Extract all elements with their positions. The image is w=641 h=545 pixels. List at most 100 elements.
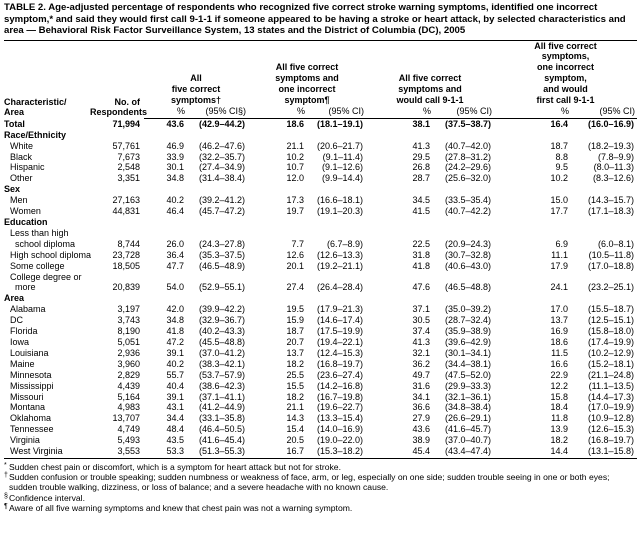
confidence-interval: (32.1–36.1) xyxy=(444,391,492,402)
confidence-interval: (46.5–48.9) xyxy=(198,260,245,271)
confidence-interval: (16.0–16.9) xyxy=(587,118,635,129)
percent: 13.9 xyxy=(550,424,569,435)
confidence-interval: (47.5–52.0) xyxy=(444,369,492,380)
confidence-interval: (11.1–13.5) xyxy=(588,380,635,391)
percent: 17.7 xyxy=(550,206,569,217)
percent: 8.8 xyxy=(555,151,569,162)
row-label: Oklahoma xyxy=(10,413,52,424)
percent: 20.5 xyxy=(286,435,304,446)
section-label: Race/Ethnicity xyxy=(4,129,67,140)
confidence-interval: (28.7–32.4) xyxy=(444,315,492,326)
confidence-interval: (30.7–32.8) xyxy=(444,249,492,260)
percent: 21.1 xyxy=(286,140,304,151)
percent: 28.7 xyxy=(412,173,431,184)
row-label: Iowa xyxy=(10,336,30,347)
confidence-interval: (35.9–38.9) xyxy=(444,326,492,337)
confidence-interval: (35.0–39.2) xyxy=(444,304,492,315)
row-label: DC xyxy=(10,315,23,326)
respondents: 3,960 xyxy=(117,358,140,369)
percent: 11.8 xyxy=(551,413,569,424)
row-label: more xyxy=(15,282,36,293)
confidence-interval: (34.8–38.4) xyxy=(444,402,492,413)
confidence-interval: (14.4–17.3) xyxy=(587,391,635,402)
footnote: ¶ Aware of all five warning symptoms and … xyxy=(4,503,637,513)
confidence-interval: (8.3–12.6) xyxy=(592,173,635,184)
data-row: Hispanic 2,548 30.1 (27.4–34.9) 10.7 (9.1–12.… xyxy=(4,162,637,173)
percent: 40.4 xyxy=(166,380,184,391)
percent: 48.4 xyxy=(166,424,184,435)
row-label: Less than high xyxy=(10,227,69,238)
footnote-text: Aware of all five warning symptoms and k… xyxy=(9,502,353,513)
percent: 22.5 xyxy=(412,238,431,249)
confidence-interval: (18.1–19.1) xyxy=(316,118,364,129)
header-line: All xyxy=(190,73,202,84)
data-table: Characteristic/Area No. of Respondents All f… xyxy=(4,40,638,459)
section-row: Education xyxy=(4,217,637,228)
confidence-interval: (18.2–19.3) xyxy=(587,140,635,151)
confidence-interval: (17.1–18.3) xyxy=(587,206,635,217)
row-label: Mississippi xyxy=(10,380,54,391)
percent: 12.6 xyxy=(286,249,304,260)
percent: 7.7 xyxy=(291,238,304,249)
footnote: † Sudden confusion or trouble speaking; s… xyxy=(4,472,637,492)
percent: 18.7 xyxy=(550,140,569,151)
percent: 24.1 xyxy=(550,282,569,293)
confidence-interval: (25.6–32.0) xyxy=(444,173,492,184)
header-cell: Characteristic/Area xyxy=(4,40,90,118)
respondents: 7,673 xyxy=(117,151,140,162)
percent: 17.9 xyxy=(550,260,569,271)
percent: 47.2 xyxy=(166,336,184,347)
confidence-interval: (26.6–29.1) xyxy=(444,413,492,424)
header-cell: % xyxy=(494,105,573,119)
header-cell: (95% CI) xyxy=(434,105,495,119)
percent: 40.2 xyxy=(166,195,184,206)
header-cell: All five correct symptoms and one incorrec… xyxy=(248,40,366,106)
header-line: Area xyxy=(4,107,25,118)
percent: 43.1 xyxy=(166,402,184,413)
confidence-interval: (41.6–45.7) xyxy=(444,424,492,435)
percent: 40.2 xyxy=(166,358,184,369)
confidence-interval: (27.4–34.9) xyxy=(198,162,245,173)
percent: 33.9 xyxy=(166,151,184,162)
percent: 15.9 xyxy=(286,315,304,326)
header-cell: % xyxy=(248,105,308,119)
percent: 32.1 xyxy=(412,347,431,358)
confidence-interval: (41.6–45.4) xyxy=(198,435,245,446)
percent: 15.8 xyxy=(550,391,569,402)
row-label: White xyxy=(10,140,34,151)
respondents: 3,743 xyxy=(117,315,140,326)
percent: 18.2 xyxy=(286,358,304,369)
data-row: Florida 8,190 41.8 (40.2–43.3) 18.7 (17.5–19.… xyxy=(4,326,637,337)
header-line: symptoms and xyxy=(398,84,462,95)
percent: 9.5 xyxy=(555,162,569,173)
percent: 19.7 xyxy=(286,206,304,217)
section-row: Area xyxy=(4,293,637,304)
data-row: Some college 18,505 47.7 (46.5–48.9) 20.1 (19… xyxy=(4,261,637,272)
confidence-interval: (41.2–44.9) xyxy=(198,402,245,413)
respondents: 5,493 xyxy=(117,435,140,446)
confidence-interval: (39.9–42.2) xyxy=(198,304,245,315)
row-label: Minnesota xyxy=(10,369,52,380)
confidence-interval: (27.8–31.2) xyxy=(444,151,492,162)
data-row: College degree or xyxy=(4,272,637,283)
data-row: Oklahoma 13,707 34.4 (33.1–35.8) 14.3 (13.3–1… xyxy=(4,413,637,424)
confidence-interval: (16.7–19.8) xyxy=(316,391,364,402)
data-row: West Virginia 3,553 53.3 (51.3–55.3) 16.7 (15… xyxy=(4,446,638,459)
header-row: Characteristic/Area No. of Respondents All f… xyxy=(4,40,637,118)
header-line: symptoms and xyxy=(275,73,339,84)
confidence-interval: (14.2–16.8) xyxy=(316,380,364,391)
percent: 19.5 xyxy=(286,304,304,315)
confidence-interval: (31.4–38.4) xyxy=(198,173,245,184)
confidence-interval: (17.4–19.9) xyxy=(587,336,635,347)
confidence-interval: (15.2–18.1) xyxy=(587,358,635,369)
percent: 18.2 xyxy=(286,391,304,402)
respondents: 5,164 xyxy=(117,391,140,402)
confidence-interval: (53.7–57.9) xyxy=(198,369,245,380)
confidence-interval: (39.6–42.9) xyxy=(444,336,492,347)
confidence-interval: (9.9–14.4) xyxy=(321,173,364,184)
data-row: Montana 4,983 43.1 (41.2–44.9) 21.1 (19.6–22.… xyxy=(4,402,637,413)
footnote-text: Sudden confusion or trouble speaking; su… xyxy=(9,472,610,493)
percent: 14.4 xyxy=(494,446,573,459)
confidence-interval: (23.2–25.1) xyxy=(587,282,635,293)
confidence-interval: (13.1–15.8) xyxy=(572,446,638,459)
